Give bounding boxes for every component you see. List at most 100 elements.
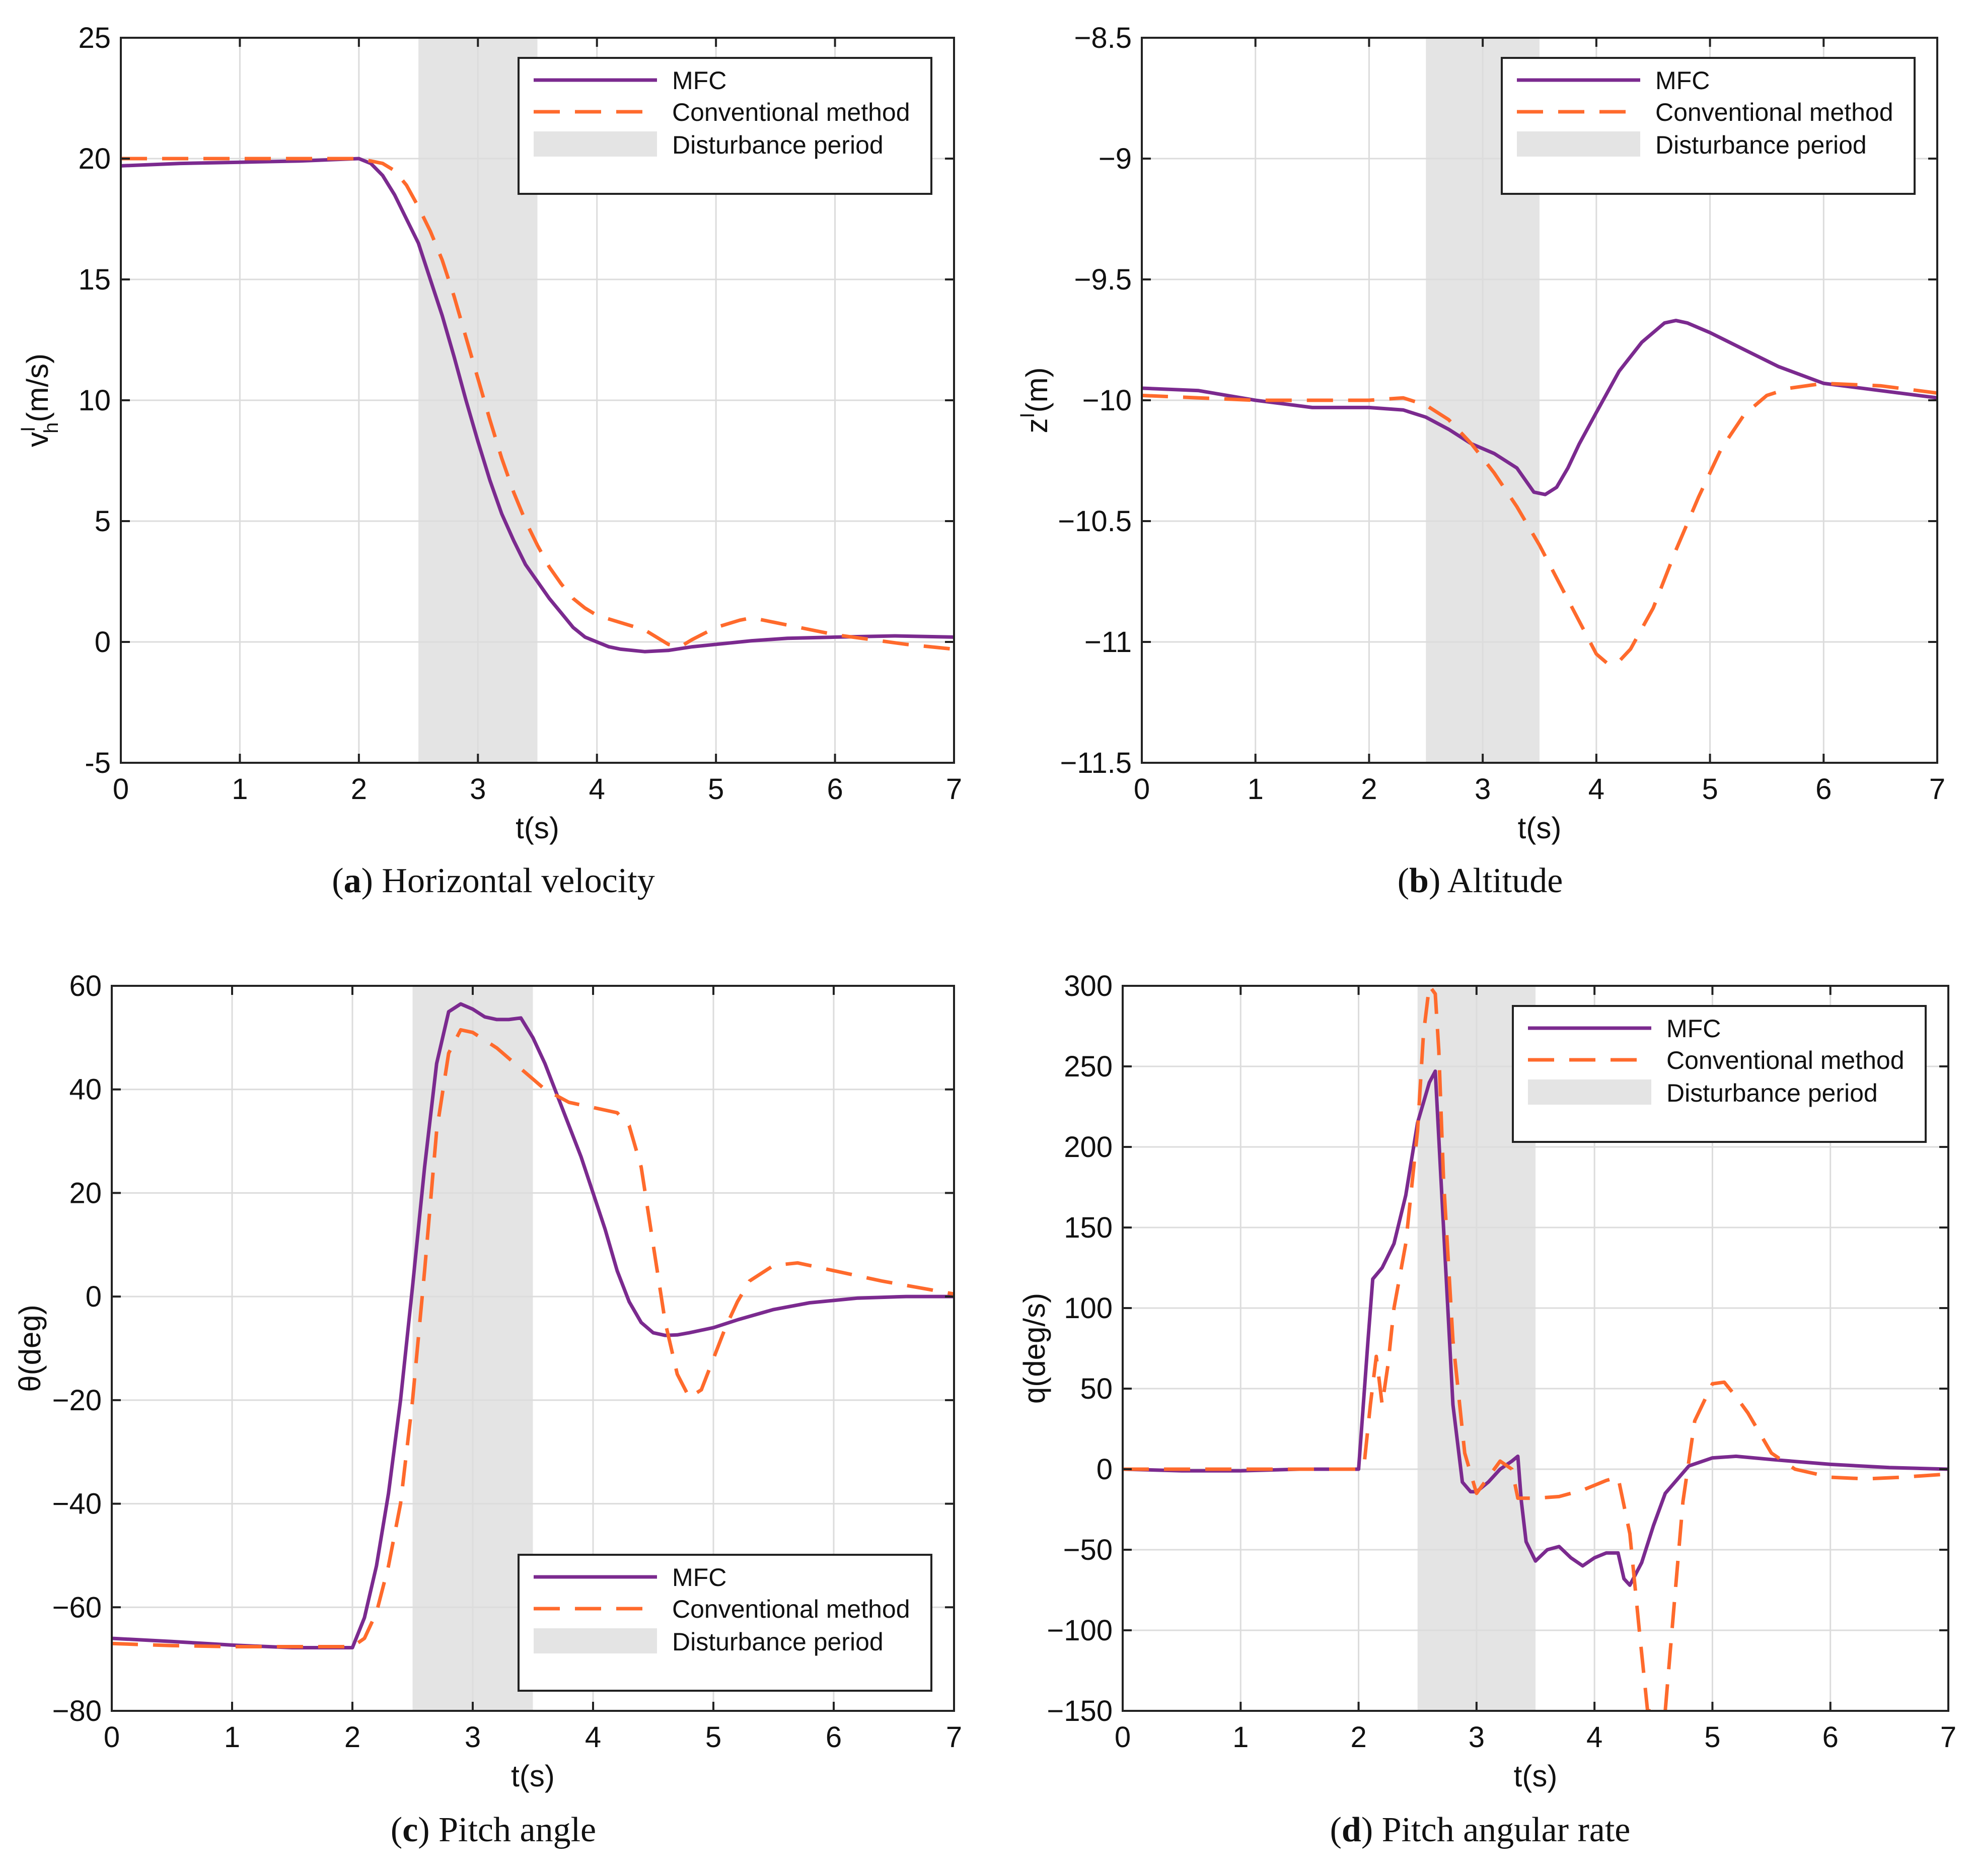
- x-tick-label: 3: [470, 773, 486, 806]
- legend-swatch-disturbance: [534, 1628, 657, 1653]
- x-tick-label: 5: [708, 773, 724, 806]
- legend: MFC Conventional method Disturbance period: [1501, 57, 1916, 195]
- caption-c: (c) Pitch angle: [390, 1811, 597, 1849]
- y-tick-label: 100: [1064, 1292, 1113, 1325]
- legend: MFC Conventional method Disturbance period: [518, 1554, 932, 1692]
- y-tick-label: 200: [1064, 1131, 1113, 1164]
- caption-d-label: d: [1341, 1811, 1361, 1849]
- legend-entry-label: Disturbance period: [672, 1628, 884, 1656]
- series-line-conventional: [1123, 986, 1948, 1711]
- y-axis-label-main: q: [1017, 1387, 1051, 1404]
- legend-swatch-disturbance: [1517, 131, 1640, 157]
- x-tick-label: 4: [1586, 1721, 1602, 1754]
- chart-pitch-angular-rate: 0 1 2 3 4 5 6 7 −150 −100 −50 0 50 100 150 200 250 300 t(s…: [1017, 970, 1956, 1793]
- x-tick-label: 0: [1115, 1721, 1131, 1754]
- legend-swatch-disturbance: [1528, 1079, 1651, 1105]
- y-tick-label: -5: [85, 747, 111, 779]
- legend: MFC Conventional method Disturbance period: [1512, 1005, 1927, 1143]
- x-tick-label: 4: [589, 773, 605, 806]
- caption-d-text: Pitch angular rate: [1381, 1811, 1631, 1849]
- y-axis-label-unit: (m/s): [21, 353, 54, 422]
- series-line-mfc: [1142, 319, 1937, 496]
- y-tick-label: 25: [78, 22, 111, 54]
- y-tick-label: −10: [1082, 384, 1132, 417]
- y-tick-label: 0: [86, 1280, 102, 1313]
- caption-b-text: Altitude: [1447, 861, 1563, 900]
- y-tick-label: −11: [1084, 626, 1132, 659]
- series-line-mfc: [112, 1002, 954, 1649]
- y-axis-label-main: v: [21, 432, 54, 447]
- x-tick-label: 3: [1469, 1721, 1485, 1754]
- x-tick-label: 2: [344, 1721, 360, 1754]
- legend-entry-label: Disturbance period: [672, 131, 884, 159]
- y-axis-label-sub: h: [40, 422, 62, 434]
- legend-entry-label: Disturbance period: [1655, 131, 1867, 159]
- legend-entry-label: MFC: [672, 1563, 726, 1592]
- caption-a-text: Horizontal velocity: [382, 861, 655, 900]
- x-tick-label: 1: [232, 773, 248, 806]
- x-tick-label: 4: [585, 1721, 601, 1754]
- y-axis-label-unit: (deg): [13, 1305, 47, 1375]
- caption-a: (a) Horizontal velocity: [332, 861, 655, 900]
- y-tick-label: −9.5: [1074, 263, 1132, 296]
- x-tick-label: 2: [1361, 773, 1377, 806]
- y-tick-label: −20: [52, 1384, 102, 1417]
- chart-horizontal-velocity: 0 1 2 3 4 5 6 7-50510152025t(s)vIh(m/s)MFCConve…: [17, 22, 962, 845]
- x-tick-label: 6: [827, 773, 843, 806]
- y-tick-label: 150: [1064, 1211, 1113, 1244]
- legend-swatch-disturbance: [534, 131, 657, 157]
- axes-box: [1122, 985, 1949, 1712]
- legend-entry-label: Conventional method: [672, 98, 910, 126]
- x-tick-label: 0: [104, 1721, 120, 1754]
- y-tick-label: 10: [78, 384, 111, 417]
- legend-entry-label: MFC: [672, 66, 726, 95]
- y-tick-label: 20: [78, 142, 111, 175]
- caption-b: (b) Altitude: [1397, 861, 1563, 900]
- y-axis-label-sup: I: [17, 426, 39, 432]
- y-tick-label: −9: [1099, 142, 1132, 175]
- x-tick-label: 2: [1350, 1721, 1366, 1754]
- x-axis-label: t(s): [516, 811, 559, 845]
- x-tick-label: 3: [465, 1721, 481, 1754]
- y-axis-label-main: θ: [13, 1375, 47, 1392]
- x-tick-label: 1: [1232, 1721, 1249, 1754]
- series-line-mfc: [121, 157, 954, 654]
- x-tick-label: 7: [1929, 773, 1945, 806]
- legend-entry-label: Disturbance period: [1666, 1079, 1878, 1107]
- y-tick-label: −50: [1063, 1534, 1113, 1566]
- x-tick-label: 2: [351, 773, 367, 806]
- x-tick-label: 5: [1702, 773, 1718, 806]
- caption-c-text: Pitch angle: [439, 1811, 597, 1849]
- axes-box: [111, 985, 955, 1712]
- y-tick-label: −40: [52, 1488, 102, 1521]
- y-tick-label: 60: [69, 970, 102, 1002]
- y-tick-label: 40: [69, 1073, 102, 1106]
- y-tick-label: 0: [95, 626, 111, 659]
- chart-pitch-angle: 0 1 2 3 4 5 6 7 −80 −60 −40 −20 0 20 40 60 t(s) θ(deg) MFC…: [13, 970, 962, 1793]
- y-axis-label: θ(deg): [13, 1305, 47, 1392]
- legend-entry-label: MFC: [1655, 66, 1710, 95]
- caption-b-label: b: [1409, 861, 1429, 900]
- y-axis-label-main: z: [1020, 418, 1054, 434]
- y-axis-label-unit: (deg/s): [1017, 1293, 1051, 1387]
- y-tick-label: 20: [69, 1177, 102, 1209]
- y-tick-label: −60: [52, 1591, 102, 1624]
- y-tick-label: 300: [1064, 970, 1113, 1002]
- x-tick-label: 6: [1822, 1721, 1839, 1754]
- legend-entry-label: Conventional method: [1655, 98, 1893, 126]
- y-axis-label: zI(m): [1016, 367, 1054, 433]
- chart-altitude: 0 1 2 3 4 5 6 7 −11.5 −11 −10.5 −10 −9.5 −9 −8.5 t(s) zI…: [1016, 22, 1945, 845]
- series-line-conventional: [1142, 381, 1937, 666]
- caption-c-label: c: [402, 1811, 418, 1849]
- legend: MFC Conventional method Disturbance period: [518, 57, 932, 195]
- y-axis-label: vIh(m/s): [17, 353, 62, 447]
- y-tick-label: 15: [78, 263, 111, 296]
- series-line-conventional: [112, 1028, 954, 1648]
- x-tick-label: 1: [1248, 773, 1264, 806]
- legend-entry-label: Conventional method: [1666, 1046, 1905, 1074]
- caption-a-label: a: [343, 861, 361, 900]
- x-tick-label: 7: [946, 773, 962, 806]
- y-tick-label: 5: [95, 505, 111, 538]
- y-axis-label-unit: (m): [1020, 367, 1054, 412]
- y-tick-label: −80: [52, 1695, 102, 1727]
